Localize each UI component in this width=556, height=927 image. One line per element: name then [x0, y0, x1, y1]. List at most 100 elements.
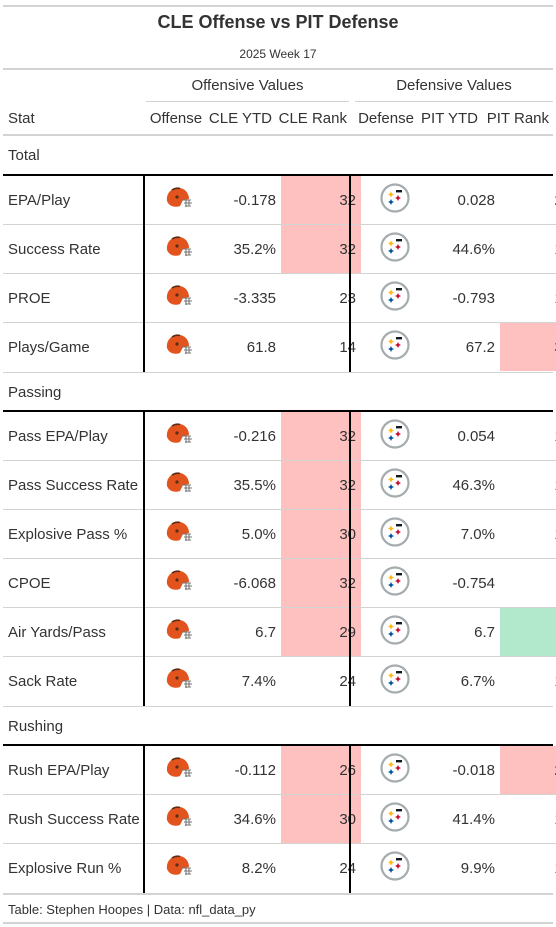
stat-name: Plays/Game	[3, 322, 148, 371]
col-header-stat: Stat	[8, 110, 35, 127]
pit-ytd-value: -0.793	[429, 273, 500, 323]
defense-logo-cell	[361, 176, 429, 225]
offense-left-border	[143, 410, 145, 706]
stat-name: Rush Success Rate	[3, 794, 148, 844]
group-label-passing: Passing	[8, 384, 62, 401]
group-rule-rushing	[3, 744, 553, 746]
cle-rank-value: 32	[281, 176, 361, 225]
pit-ytd-value: 67.2	[429, 322, 500, 371]
offense-logo-cell	[148, 794, 209, 844]
pit-ytd-value: 0.054	[457, 427, 495, 445]
table-bottom-rule	[3, 893, 553, 895]
col-header-pit-rank: PIT Rank	[486, 110, 549, 127]
cle-rank-value: 30	[281, 794, 361, 844]
top-rule	[3, 5, 553, 7]
defense-logo-cell	[361, 322, 429, 371]
cle-ytd-value: -3.335	[209, 273, 281, 323]
cle-ytd-value: 7.4%	[209, 656, 281, 705]
defense-logo-cell	[361, 460, 429, 510]
offense-left-border	[143, 744, 145, 893]
cle-rank-value: 26	[281, 746, 361, 795]
stat-name: Explosive Run %	[3, 843, 148, 892]
defense-logo-cell	[361, 746, 429, 795]
stat-name: Sack Rate	[3, 656, 148, 705]
pit-ytd-value: 0.028	[457, 191, 495, 209]
pit-ytd-value: 44.6%	[429, 224, 500, 274]
defense-left-border	[349, 410, 351, 706]
pit-rank-value: 10	[500, 509, 556, 559]
defense-logo-cell	[361, 412, 429, 461]
offense-logo-cell	[148, 176, 209, 225]
col-header-offense: Offense	[149, 110, 203, 127]
steelers-logo-icon	[380, 566, 410, 600]
table-row: Pass Success Rate 35.5%32 46.3%14	[3, 460, 556, 510]
col-header-cle-ytd: CLE YTD	[208, 110, 272, 127]
defense-logo-cell	[361, 273, 429, 323]
pit-ytd-value: 7.0%	[429, 509, 500, 559]
table-row: Explosive Pass % 5.0%30 7.0%10	[3, 509, 556, 559]
stat-name: Air Yards/Pass	[3, 607, 148, 657]
cle-rank-value: 29	[281, 607, 361, 657]
cle-rank-value: 14	[281, 322, 361, 371]
pit-rank-value: 21	[500, 176, 556, 225]
defense-logo-cell	[361, 558, 429, 608]
pit-ytd-value: 6.7	[429, 607, 500, 657]
browns-helmet-icon	[164, 854, 194, 882]
pit-ytd-value: 46.3%	[429, 460, 500, 510]
cle-ytd-value: -0.216	[233, 427, 276, 445]
offense-logo-cell	[148, 273, 209, 323]
browns-helmet-icon	[164, 667, 194, 695]
offense-spanner-rule	[146, 101, 349, 102]
pit-rank-value: 14	[500, 656, 556, 705]
offense-spanner: Offensive Values	[191, 77, 304, 94]
table-row: Plays/Game 61.814 67.232	[3, 322, 556, 371]
group-top-rule-passing	[3, 372, 553, 373]
offense-logo-cell	[148, 746, 209, 795]
title-rule	[3, 68, 553, 70]
table-row: Rush EPA/Play -0.112 26 -0.018 27	[3, 746, 556, 795]
cle-rank-value: 32	[281, 460, 361, 510]
pit-ytd-value: 9.9%	[429, 843, 500, 892]
cle-ytd-value: 8.2%	[209, 843, 281, 892]
table-row: EPA/Play -0.178 32 0.028 21	[3, 176, 556, 225]
offense-logo-cell	[148, 558, 209, 608]
offense-logo-cell	[148, 843, 209, 892]
header-rule	[3, 134, 553, 136]
cle-ytd-value: 6.7	[209, 607, 281, 657]
group-top-rule-rushing	[3, 706, 553, 707]
group-table-total: EPA/Play -0.178 32 0.028 21 Success Rate 35.2%…	[3, 176, 556, 371]
table-title: CLE Offense vs PIT Defense	[157, 12, 399, 32]
offense-logo-cell	[148, 322, 209, 371]
pit-ytd-value: 41.4%	[429, 794, 500, 844]
steelers-logo-icon	[380, 517, 410, 551]
steelers-logo-icon	[380, 615, 410, 649]
group-label-total: Total	[8, 147, 40, 164]
steelers-logo-icon	[380, 802, 410, 836]
pit-ytd-value: 6.7%	[429, 656, 500, 705]
pit-rank-value: 14	[500, 460, 556, 510]
defense-logo-cell	[361, 656, 429, 705]
browns-helmet-icon	[164, 756, 194, 784]
defense-logo-cell	[361, 509, 429, 559]
stat-name: EPA/Play	[8, 191, 71, 209]
pit-rank-value: 27	[500, 746, 556, 795]
cle-ytd-value: -0.178	[233, 191, 276, 209]
defense-spanner: Defensive Values	[396, 77, 512, 94]
browns-helmet-icon	[164, 235, 194, 263]
table-row: Sack Rate 7.4%24 6.7%14	[3, 656, 556, 705]
cle-ytd-value: 35.5%	[209, 460, 281, 510]
pit-ytd-value: -0.754	[429, 558, 500, 608]
steelers-logo-icon	[380, 330, 410, 364]
browns-helmet-icon	[164, 186, 194, 214]
browns-helmet-icon	[164, 618, 194, 646]
cle-rank-value: 32	[281, 224, 361, 274]
offense-logo-cell	[148, 224, 209, 274]
pit-rank-value: 18	[500, 273, 556, 323]
pit-rank-value: 16	[500, 794, 556, 844]
pit-rank-value: 11	[500, 558, 556, 608]
defense-logo-cell	[361, 224, 429, 274]
table-subtitle: 2025 Week 17	[239, 47, 317, 61]
